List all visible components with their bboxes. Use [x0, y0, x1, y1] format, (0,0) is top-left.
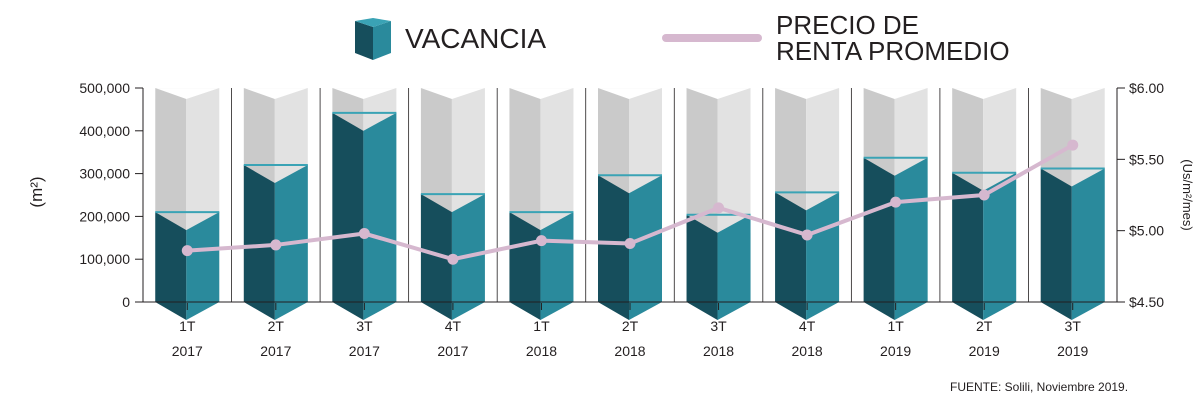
bar-side: [863, 157, 895, 320]
axes: [142, 88, 1118, 303]
y-tick-label: 300,000: [79, 166, 130, 182]
y-tick-labels-right: $4.50 $5.00 $5.50 $6.00: [1117, 80, 1164, 310]
bar-side: [243, 165, 275, 320]
bar-front: [540, 212, 574, 320]
x-tick-label: 1T: [887, 318, 904, 334]
bar-front: [363, 112, 397, 320]
x-tick-label: 4T: [799, 318, 816, 334]
bar-front: [806, 192, 840, 320]
x-tick-label: 2T: [976, 318, 993, 334]
x-tick-label-year: 2019: [969, 343, 1000, 359]
x-tick-label-year: 2018: [614, 343, 645, 359]
bar-front: [894, 157, 928, 320]
y-tick-label-right: $5.00: [1129, 223, 1164, 239]
rent-point: [181, 245, 193, 257]
rent-point: [801, 229, 813, 241]
x-tick-label-year: 2018: [792, 343, 823, 359]
rent-point: [890, 196, 902, 208]
x-tick-label-year: 2019: [880, 343, 911, 359]
y-tick-label: 500,000: [79, 80, 130, 96]
x-tick-label-year: 2017: [349, 343, 380, 359]
bar-side: [509, 212, 541, 320]
chart-legend: VACANCIA PRECIO DE RENTA PROMEDIO: [0, 0, 1200, 75]
y-tick-labels-left: 0 100,000 200,000 300,000 400,000 500,000: [79, 80, 143, 310]
x-tick-label-year: 2019: [1057, 343, 1088, 359]
y-tick-label-right: $6.00: [1129, 80, 1164, 96]
rent-point: [1067, 139, 1079, 151]
y-tick-label: 0: [122, 294, 130, 310]
x-tick-label-year: 2018: [703, 343, 734, 359]
bar-side: [332, 112, 364, 320]
x-tick-label: 3T: [1065, 318, 1082, 334]
bar-side: [598, 175, 629, 320]
rent-point: [535, 235, 547, 247]
legend-line-icon: [662, 34, 762, 42]
source-note: FUENTE: Solili, Noviembre 2019.: [950, 380, 1129, 394]
bar-side: [952, 172, 984, 320]
bar-side: [775, 192, 807, 320]
bar-front: [717, 214, 751, 320]
x-tick-label-year: 2017: [437, 343, 468, 359]
x-tick-label: 2T: [268, 318, 285, 334]
legend-item-vacancy: VACANCIA: [355, 18, 546, 60]
x-tick-label: 3T: [710, 318, 727, 334]
bar-front: [1071, 168, 1105, 320]
y-axis-title-left: (m²): [27, 176, 46, 207]
legend-label-vacancy: VACANCIA: [405, 23, 547, 54]
bar-side: [155, 212, 187, 320]
x-tick-label: 1T: [533, 318, 550, 334]
legend-label-rent-line1: PRECIO DE: [776, 10, 920, 40]
y-tick-label-right: $4.50: [1129, 294, 1164, 310]
bar-front: [186, 212, 220, 320]
rent-point: [713, 202, 725, 214]
rent-point: [270, 239, 282, 251]
x-tick-label-year: 2017: [260, 343, 291, 359]
bar-front: [983, 172, 1017, 320]
x-tick-label: 3T: [356, 318, 373, 334]
x-tick-label: 1T: [179, 318, 196, 334]
y-axis-title-right: (Us/m²/mes): [1180, 159, 1195, 231]
bar-front: [629, 175, 662, 320]
rent-line: [181, 139, 1079, 265]
bar-side: [420, 194, 452, 320]
x-tick-label: 4T: [445, 318, 462, 334]
legend-bar-icon: [355, 18, 391, 60]
x-tick-label-year: 2018: [526, 343, 557, 359]
rent-point: [447, 253, 459, 265]
y-tick-label-right: $5.50: [1129, 151, 1164, 167]
y-tick-label: 400,000: [79, 123, 130, 139]
bar-side: [1040, 168, 1072, 320]
x-tick-label: 2T: [622, 318, 639, 334]
y-tick-label: 100,000: [79, 251, 130, 267]
rent-point: [624, 238, 636, 250]
rent-point: [978, 189, 990, 201]
bar-side: [686, 214, 718, 320]
x-tick-labels: 1T 2017 2T 2017 3T 2017 4T 2017 1T 2018 2T 2018 3T 20…: [172, 303, 1089, 359]
y-tick-label: 200,000: [79, 208, 130, 224]
x-tick-label-year: 2017: [172, 343, 203, 359]
legend-item-rent: PRECIO DE RENTA PROMEDIO: [660, 12, 1010, 64]
rent-point: [358, 228, 370, 240]
legend-label-rent-line2: RENTA PROMEDIO: [776, 36, 1010, 66]
